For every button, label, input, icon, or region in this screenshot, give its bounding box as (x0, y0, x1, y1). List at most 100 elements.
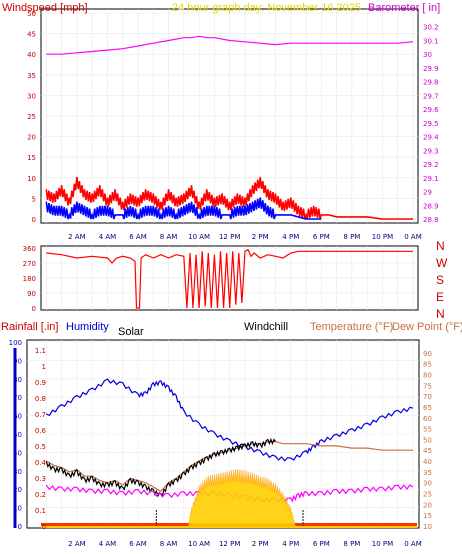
temperature-tick: 60 (423, 415, 432, 423)
time-tick: 4 PM (282, 233, 299, 241)
barometer-tick: 29.9 (423, 65, 439, 73)
windspeed-tick: 40 (27, 51, 36, 59)
direction-tick: 180 (23, 275, 36, 283)
barometer-tick: 30.2 (423, 24, 439, 32)
windspeed-tick: 50 (27, 10, 36, 18)
time-tick: 10 AM (188, 233, 210, 241)
barometer-tick: 29.2 (423, 161, 439, 169)
series-solar (188, 468, 296, 527)
time-tick: 2 AM (68, 233, 86, 241)
time-tick: 8 PM (343, 233, 360, 241)
time-tick: 0 AM (404, 233, 422, 241)
humidity-tick: 50 (13, 431, 22, 439)
temperature-tick: 45 (423, 447, 432, 455)
windspeed-axis-label: Windspeed [mph] (2, 2, 88, 14)
time-tick: 10 AM (188, 540, 210, 548)
direction-tick: 90 (27, 290, 36, 298)
temperature-label: Temperature (°F) (310, 321, 393, 333)
barometer-tick: 28.8 (423, 216, 439, 224)
direction-tick: 360 (23, 245, 36, 253)
time-tick: 0 AM (404, 540, 422, 548)
dewpoint-label: Dew Point (°F) (392, 321, 462, 333)
humidity-tick: 60 (13, 413, 22, 421)
barometer-tick: 28.9 (423, 202, 439, 210)
rainfall-tick: 0.6 (35, 427, 47, 435)
direction-tick: 0 (32, 305, 36, 313)
time-tick: 10 PM (372, 233, 393, 241)
humidity-tick: 100 (9, 339, 22, 347)
direction-tick: 270 (23, 260, 36, 268)
rainfall-tick: 0.1 (35, 507, 46, 515)
barometer-axis-label: Barometer [ in] (368, 2, 440, 14)
barometer-tick: 29.1 (423, 175, 439, 183)
wind-barometer-panel: 0 5 10 15 20 25 30 35 40 45 50 28.8 28.9 29 29.1 29.2 2… (2, 2, 440, 241)
temperature-tick: 40 (423, 458, 432, 466)
humidity-tick: 90 (13, 357, 22, 365)
rainfall-tick: 0.7 (35, 411, 46, 419)
humidity-tick: 40 (13, 449, 22, 457)
humidity-tick: 10 (13, 505, 22, 513)
time-tick: 4 AM (99, 540, 117, 548)
solar-baseline (41, 526, 417, 528)
barometer-tick: 30 (423, 51, 432, 59)
temperature-tick: 10 (423, 523, 432, 531)
time-tick: 6 AM (129, 540, 147, 548)
rainfall-tick: 0.3 (35, 475, 46, 483)
series-wind-direction (46, 248, 413, 309)
series-windspeed (45, 197, 322, 220)
windspeed-tick: 5 (32, 195, 36, 203)
time-tick: 10 PM (372, 540, 393, 548)
windspeed-tick: 35 (27, 72, 36, 80)
rainfall-label: Rainfall [.in] (1, 321, 58, 333)
windspeed-tick: 15 (27, 154, 36, 162)
humidity-tick: 0 (18, 523, 22, 531)
barometer-tick: 29 (423, 189, 432, 197)
series-barometer (46, 35, 414, 55)
rainfall-tick: 0.2 (35, 491, 46, 499)
barometer-tick: 30.1 (423, 37, 439, 45)
windspeed-tick: 45 (27, 31, 36, 39)
time-tick: 6 PM (313, 540, 330, 548)
temperature-tick: 15 (423, 512, 432, 520)
barometer-tick: 29.5 (423, 120, 439, 128)
rainfall-tick: 0.5 (35, 443, 46, 451)
time-tick: 2 PM (252, 233, 269, 241)
barometer-tick: 29.6 (423, 106, 439, 114)
temperature-tick: 90 (423, 350, 432, 358)
time-tick: 2 PM (252, 540, 269, 548)
humidity-tick: 80 (13, 376, 22, 384)
humidity-label: Humidity (66, 321, 109, 333)
chart-title: 24 hour graph day: November 16 2025 (172, 2, 361, 14)
barometer-tick: 29.8 (423, 79, 439, 87)
time-tick: 6 PM (313, 233, 330, 241)
barometer-tick: 29.4 (423, 134, 439, 142)
temperature-tick: 80 (423, 371, 432, 379)
time-tick: 4 AM (99, 233, 117, 241)
humidity-tick: 20 (13, 486, 22, 494)
time-tick: 8 AM (160, 233, 178, 241)
compass-label: E (436, 290, 444, 304)
windspeed-tick: 30 (27, 92, 36, 100)
time-tick: 8 PM (343, 540, 360, 548)
time-tick: 2 AM (68, 540, 86, 548)
compass-label: S (436, 273, 444, 287)
time-tick: 6 AM (129, 233, 147, 241)
humidity-tick: 30 (13, 468, 22, 476)
temperature-tick: 65 (423, 404, 432, 412)
humidity-tick: 70 (13, 394, 22, 402)
rainfall-tick: 1.1 (35, 347, 46, 355)
windspeed-tick: 10 (27, 175, 36, 183)
time-tick: 8 AM (160, 540, 178, 548)
temperature-tick: 70 (423, 393, 432, 401)
temperature-tick: 55 (423, 426, 432, 434)
temperature-tick: 35 (423, 469, 432, 477)
temperature-tick: 75 (423, 382, 432, 390)
temperature-tick: 25 (423, 491, 432, 499)
solar-label: Solar (118, 326, 144, 338)
barometer-tick: 29.7 (423, 92, 439, 100)
temperature-tick: 20 (423, 501, 432, 509)
compass-label: N (436, 307, 445, 321)
rainfall-tick: 0 (42, 523, 46, 531)
